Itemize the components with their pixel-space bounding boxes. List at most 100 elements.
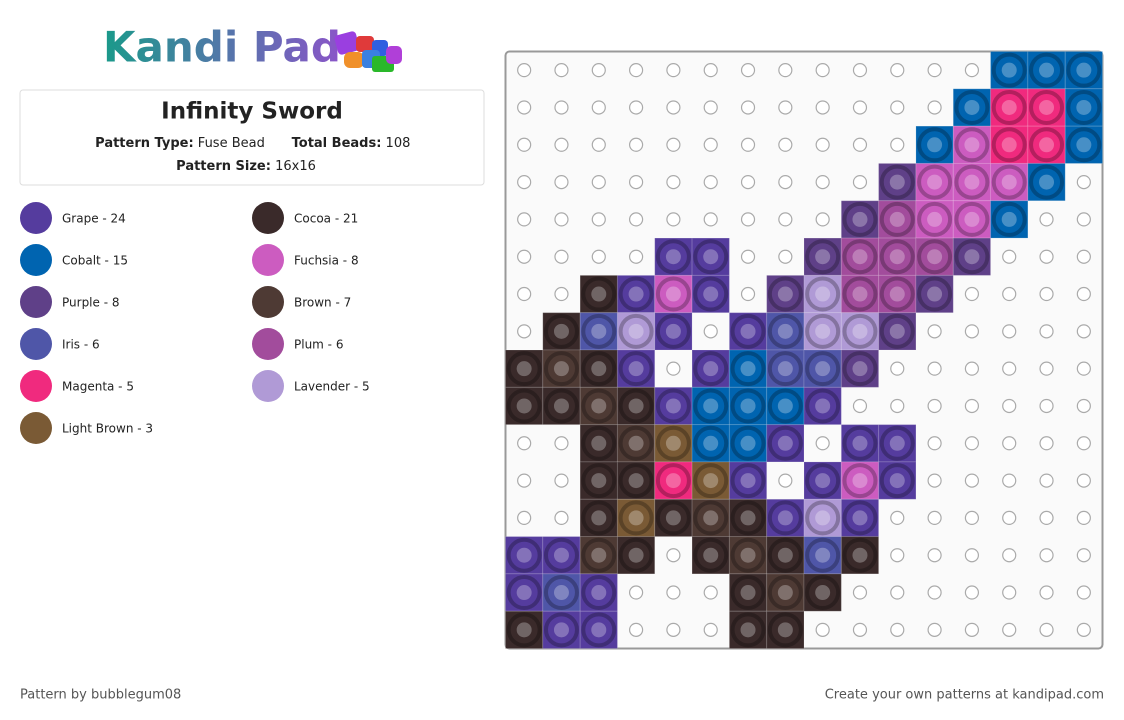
info-label: Pattern Size:: [176, 159, 271, 174]
bead: [954, 239, 990, 275]
bead-hole: [852, 510, 868, 526]
legend-label: Cocoa - 21: [294, 212, 358, 226]
bead-hole: [852, 286, 868, 302]
empty-peg: [703, 212, 718, 227]
footer-link[interactable]: Create your own patterns at kandipad.com: [825, 688, 1104, 703]
bead-hole: [516, 585, 532, 601]
empty-peg: [1039, 622, 1054, 637]
bead-hole: [1076, 99, 1092, 115]
empty-peg: [1076, 548, 1091, 563]
empty-peg: [815, 100, 830, 115]
empty-peg: [740, 212, 756, 227]
bead-hole: [740, 473, 756, 489]
bead-hole: [815, 585, 831, 601]
bead: [805, 500, 841, 536]
bead-hole: [777, 510, 793, 526]
bead: [730, 351, 766, 387]
bead: [954, 201, 990, 237]
empty-peg: [1039, 361, 1054, 376]
empty-peg: [666, 137, 681, 152]
legend-label: Grape - 24: [62, 212, 126, 226]
bead: [917, 201, 953, 237]
empty-peg: [740, 100, 756, 115]
bead-hole: [852, 547, 868, 563]
empty-peg: [591, 100, 606, 115]
bead: [693, 425, 729, 461]
bead-hole: [516, 547, 532, 563]
empty-peg: [927, 361, 942, 376]
empty-peg: [554, 174, 569, 190]
bead: [655, 313, 691, 349]
empty-peg: [591, 63, 606, 78]
empty-peg: [666, 585, 681, 600]
empty-peg: [703, 585, 718, 600]
bead-hole: [927, 174, 943, 190]
bead-hole: [740, 398, 756, 414]
empty-peg: [815, 622, 830, 637]
bead-hole: [815, 361, 831, 377]
empty-peg: [517, 63, 532, 78]
info-value: Fuse Bead: [198, 136, 265, 151]
bead-hole: [815, 249, 831, 265]
empty-peg: [554, 510, 569, 526]
empty-peg: [591, 174, 606, 190]
pattern-size: Pattern Size: 16x16: [176, 159, 316, 174]
empty-peg: [517, 286, 532, 302]
bead-hole: [665, 435, 681, 451]
empty-peg: [1002, 585, 1017, 600]
bead-hole: [591, 286, 607, 302]
bead: [805, 388, 841, 424]
logo[interactable]: Kandi Pad: [103, 23, 341, 72]
bead-hole: [815, 547, 831, 563]
empty-peg: [628, 63, 644, 78]
empty-peg: [666, 622, 681, 637]
empty-peg: [1002, 361, 1017, 376]
bead: [879, 313, 915, 349]
empty-peg: [964, 510, 980, 526]
bead: [917, 276, 953, 312]
bead-hole: [740, 361, 756, 377]
bead-hole: [628, 323, 644, 339]
bead-hole: [516, 398, 532, 414]
empty-peg: [815, 174, 830, 190]
empty-peg: [554, 137, 569, 152]
bead-hole: [964, 99, 980, 115]
bead: [693, 239, 729, 275]
bead: [581, 388, 617, 424]
bead-hole: [964, 137, 980, 153]
bead: [581, 425, 617, 461]
empty-peg: [964, 361, 980, 376]
bead: [655, 276, 691, 312]
empty-peg: [927, 510, 942, 526]
bead-hole: [591, 323, 607, 339]
bead: [767, 388, 803, 424]
bead-hole: [703, 398, 719, 414]
bead: [543, 537, 579, 573]
bead-hole: [815, 510, 831, 526]
empty-peg: [927, 398, 942, 414]
bead: [506, 612, 542, 648]
empty-peg: [591, 212, 606, 227]
empty-peg: [852, 622, 868, 637]
bead: [842, 351, 878, 387]
empty-peg: [703, 622, 718, 637]
info-card: [19, 89, 485, 186]
empty-peg: [927, 324, 942, 339]
empty-peg: [815, 212, 830, 227]
empty-peg: [778, 100, 793, 115]
bead: [1029, 127, 1065, 163]
bead-hole: [927, 137, 943, 153]
empty-peg: [554, 436, 569, 451]
bead-hole: [740, 585, 756, 601]
bead-hole: [516, 622, 532, 638]
bead-hole: [553, 398, 569, 414]
empty-peg: [964, 63, 980, 78]
empty-peg: [815, 436, 830, 451]
empty-peg: [778, 137, 793, 152]
empty-peg: [1076, 398, 1091, 414]
bead: [991, 52, 1027, 88]
bead-hole: [964, 211, 980, 227]
bead: [730, 537, 766, 573]
empty-peg: [554, 100, 569, 115]
